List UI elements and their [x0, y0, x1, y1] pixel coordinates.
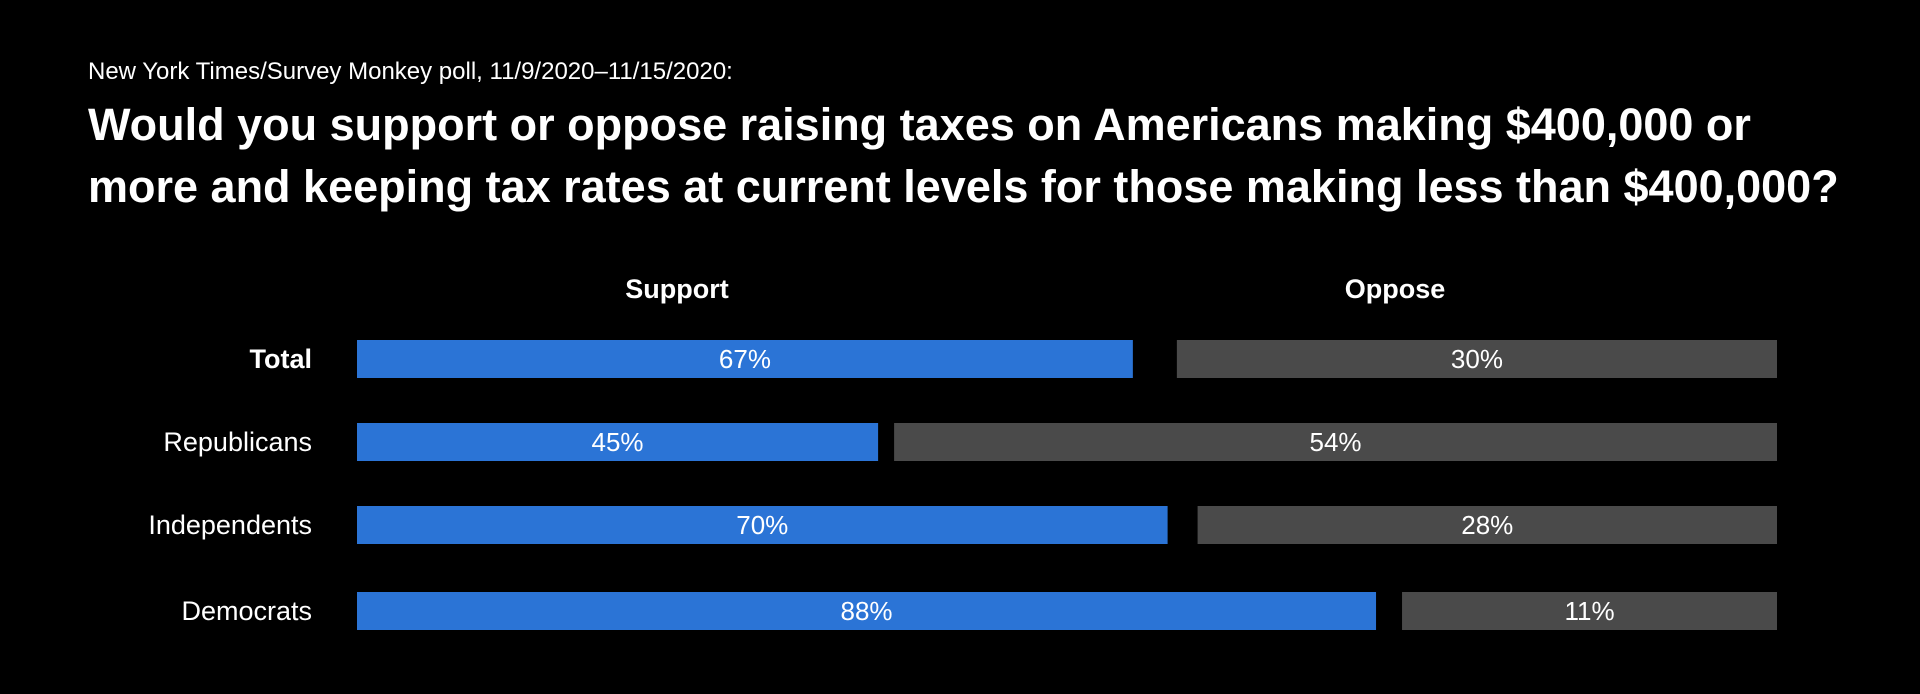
- bar-support-total: [357, 340, 1133, 378]
- bar-support-republicans: [357, 423, 879, 461]
- bar-oppose-republicans: [894, 423, 1777, 461]
- bar-label-oppose-republicans: 54%: [1310, 427, 1362, 457]
- bar-support-democrats: [357, 592, 1377, 630]
- bar-label-support-independents: 70%: [736, 510, 788, 540]
- legend-label-support: Support: [625, 274, 728, 304]
- row-label-republicans: Republicans: [163, 427, 312, 457]
- bar-support-independents: [357, 506, 1168, 544]
- chart-title-line-2: more and keeping tax rates at current le…: [88, 161, 1839, 212]
- row-label-total: Total: [250, 344, 313, 374]
- bar-label-oppose-total: 30%: [1451, 344, 1503, 374]
- bar-label-support-democrats: 88%: [840, 596, 892, 626]
- bar-oppose-independents: [1197, 506, 1777, 544]
- bar-label-support-republicans: 45%: [592, 427, 644, 457]
- row-label-democrats: Democrats: [181, 596, 312, 626]
- legend-label-oppose: Oppose: [1345, 274, 1446, 304]
- row-label-independents: Independents: [148, 510, 312, 540]
- bar-oppose-democrats: [1402, 592, 1777, 630]
- bar-rows: Total 67% 30% Republicans 45% 54% Independents…: [148, 340, 1777, 630]
- chart-title-line-1: Would you support or oppose raising taxe…: [88, 99, 1751, 150]
- bar-label-oppose-democrats: 11%: [1564, 596, 1614, 626]
- bar-oppose-total: [1176, 340, 1777, 378]
- chart-subtitle: New York Times/Survey Monkey poll, 11/9/…: [88, 58, 733, 85]
- bar-label-oppose-independents: 28%: [1461, 510, 1513, 540]
- bar-label-support-total: 67%: [719, 344, 771, 374]
